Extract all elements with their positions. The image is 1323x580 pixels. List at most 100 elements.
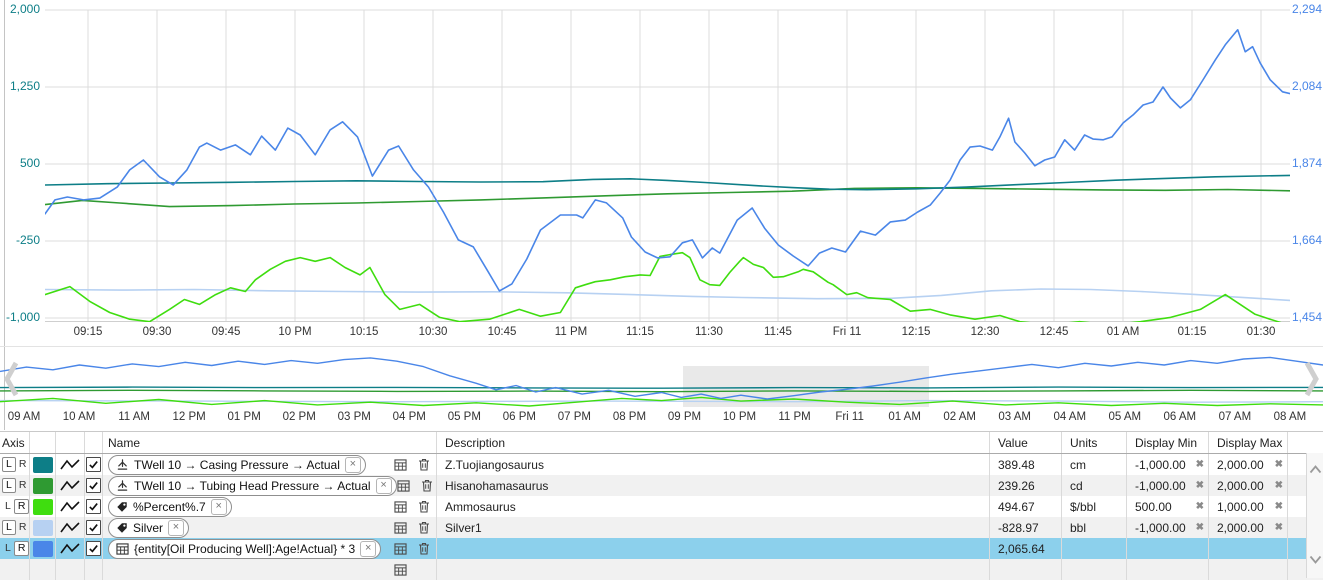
delete-button[interactable] bbox=[418, 521, 430, 534]
trend-x-axis[interactable]: 09:15 09:30 09:45 10 PM 10:15 10:30 10:45 11 PM… bbox=[0, 326, 1323, 341]
color-swatch[interactable] bbox=[32, 540, 53, 557]
clear-display-min-button[interactable]: ✖ bbox=[1195, 480, 1204, 491]
axis-left-toggle[interactable]: L bbox=[2, 457, 16, 472]
line-style-icon[interactable] bbox=[59, 458, 81, 472]
display-limit-value[interactable]: 500.00 bbox=[1135, 499, 1172, 514]
delete-button[interactable] bbox=[421, 479, 433, 492]
clear-display-max-button[interactable]: ✖ bbox=[1274, 522, 1283, 533]
trend-series-line[interactable] bbox=[45, 187, 1290, 208]
column-header-name[interactable]: Name bbox=[103, 432, 437, 453]
column-header-display-min[interactable]: Display Min bbox=[1127, 432, 1209, 453]
calculation-button[interactable] bbox=[394, 563, 407, 576]
overview-scroll-right-icon[interactable] bbox=[1303, 359, 1321, 399]
axis-left-toggle[interactable]: L bbox=[5, 500, 11, 512]
table-row[interactable]: L R TWell 10 → Casing Pressure → Actual × Z.… bbox=[0, 454, 1323, 475]
table-row[interactable] bbox=[0, 559, 1323, 580]
display-limit-value[interactable]: 2,000.00 bbox=[1217, 457, 1264, 472]
axis-left-toggle[interactable]: L bbox=[2, 478, 16, 493]
display-limit-value[interactable]: -1,000.00 bbox=[1135, 457, 1186, 472]
table-row[interactable]: L R Silver × Silver1 -828.97 bbl -1,000.00 ✖ 2,00… bbox=[0, 517, 1323, 538]
visibility-checkbox[interactable] bbox=[86, 478, 101, 493]
trend-series-line[interactable] bbox=[45, 28, 1290, 292]
column-header-line-style[interactable] bbox=[56, 432, 85, 453]
calculation-button[interactable] bbox=[394, 542, 407, 555]
display-max-cell[interactable]: 1,000.00 ✖ bbox=[1209, 496, 1288, 517]
axis-left-toggle[interactable]: L bbox=[2, 520, 16, 535]
color-swatch[interactable] bbox=[32, 477, 53, 494]
display-max-cell[interactable]: 2,000.00 ✖ bbox=[1209, 475, 1288, 496]
overview-scroll-left-icon[interactable] bbox=[2, 359, 20, 399]
display-limit-value[interactable]: 2,000.00 bbox=[1217, 520, 1264, 535]
series-pill[interactable]: TWell 10 → Casing Pressure → Actual × bbox=[108, 454, 366, 475]
display-min-cell[interactable]: -1,000.00 ✖ bbox=[1127, 475, 1209, 496]
scroll-up-icon[interactable] bbox=[1309, 465, 1322, 474]
display-limit-value[interactable]: 1,000.00 bbox=[1217, 499, 1264, 514]
trend-series-line[interactable] bbox=[45, 174, 1290, 191]
color-swatch[interactable] bbox=[32, 519, 53, 536]
pill-remove-button[interactable]: × bbox=[344, 456, 361, 473]
display-min-cell[interactable] bbox=[1127, 538, 1209, 559]
column-header-axis[interactable]: Axis bbox=[0, 432, 30, 453]
column-header-display-max[interactable]: Display Max bbox=[1209, 432, 1288, 453]
axis-right-toggle[interactable]: R bbox=[18, 479, 27, 491]
clear-display-max-button[interactable]: ✖ bbox=[1274, 459, 1283, 470]
line-style-icon[interactable] bbox=[59, 542, 81, 556]
display-min-cell[interactable]: -1,000.00 ✖ bbox=[1127, 454, 1209, 475]
pill-remove-button[interactable]: × bbox=[168, 519, 185, 536]
visibility-checkbox[interactable] bbox=[86, 457, 101, 472]
trend-series-line[interactable] bbox=[45, 251, 1288, 322]
scroll-down-icon[interactable] bbox=[1309, 555, 1322, 564]
trend-chart[interactable] bbox=[45, 0, 1290, 322]
line-style-icon[interactable] bbox=[59, 500, 81, 514]
line-style-icon[interactable] bbox=[59, 521, 81, 535]
table-row[interactable]: L R TWell 10 → Tubing Head Pressure → Actu… bbox=[0, 475, 1323, 496]
axis-right-toggle[interactable]: R bbox=[13, 541, 29, 556]
delete-button[interactable] bbox=[418, 458, 430, 471]
display-min-cell[interactable]: -1,000.00 ✖ bbox=[1127, 517, 1209, 538]
display-max-cell[interactable]: 2,000.00 ✖ bbox=[1209, 517, 1288, 538]
clear-display-max-button[interactable]: ✖ bbox=[1274, 501, 1283, 512]
calculation-button[interactable] bbox=[394, 521, 407, 534]
clear-display-min-button[interactable]: ✖ bbox=[1195, 459, 1204, 470]
series-pill[interactable]: TWell 10 → Tubing Head Pressure → Actual… bbox=[108, 475, 397, 496]
calculation-button[interactable] bbox=[394, 500, 407, 513]
calculation-button[interactable] bbox=[396, 479, 410, 492]
delete-button[interactable] bbox=[418, 542, 430, 555]
display-limit-value[interactable]: -1,000.00 bbox=[1135, 478, 1186, 493]
clear-display-max-button[interactable]: ✖ bbox=[1274, 480, 1283, 491]
series-pill[interactable]: {entity[Oil Producing Well]:Age!Actual} … bbox=[108, 538, 382, 559]
axis-right-toggle[interactable]: R bbox=[18, 521, 27, 533]
display-limit-value[interactable]: 2,000.00 bbox=[1217, 478, 1264, 493]
visibility-checkbox[interactable] bbox=[86, 541, 101, 556]
column-header-units[interactable]: Units bbox=[1062, 432, 1127, 453]
delete-button[interactable] bbox=[418, 500, 430, 513]
display-max-cell[interactable]: 2,000.00 ✖ bbox=[1209, 454, 1288, 475]
display-min-cell[interactable] bbox=[1127, 559, 1209, 580]
column-header-visibility[interactable] bbox=[85, 432, 103, 453]
display-max-cell[interactable] bbox=[1209, 538, 1288, 559]
pill-remove-button[interactable]: × bbox=[375, 477, 392, 494]
series-pill[interactable]: %Percent%.7 × bbox=[108, 496, 232, 517]
pill-remove-button[interactable]: × bbox=[210, 498, 227, 515]
axis-left-toggle[interactable]: L bbox=[5, 542, 11, 554]
axis-right-toggle[interactable]: R bbox=[13, 499, 29, 514]
color-swatch[interactable] bbox=[32, 456, 53, 473]
display-max-cell[interactable] bbox=[1209, 559, 1288, 580]
display-limit-value[interactable]: -1,000.00 bbox=[1135, 520, 1186, 535]
series-pill[interactable]: Silver × bbox=[108, 517, 190, 538]
visibility-checkbox[interactable] bbox=[86, 499, 101, 514]
visibility-checkbox[interactable] bbox=[86, 520, 101, 535]
pill-remove-button[interactable]: × bbox=[360, 540, 377, 557]
trend-series-line[interactable] bbox=[45, 288, 1290, 302]
column-header-color[interactable] bbox=[30, 432, 56, 453]
table-row[interactable]: L R %Percent%.7 × Ammosaurus 494.67 $/bbl 500.0… bbox=[0, 496, 1323, 517]
clear-display-min-button[interactable]: ✖ bbox=[1195, 522, 1204, 533]
table-row[interactable]: L R {entity[Oil Producing Well]:Age!Actual… bbox=[0, 538, 1323, 559]
display-min-cell[interactable]: 500.00 ✖ bbox=[1127, 496, 1209, 517]
axis-right-toggle[interactable]: R bbox=[18, 458, 27, 470]
column-header-description[interactable]: Description bbox=[437, 432, 990, 453]
overview-strip[interactable] bbox=[0, 350, 1323, 408]
column-header-value[interactable]: Value bbox=[990, 432, 1062, 453]
line-style-icon[interactable] bbox=[59, 479, 81, 493]
color-swatch[interactable] bbox=[32, 498, 53, 515]
